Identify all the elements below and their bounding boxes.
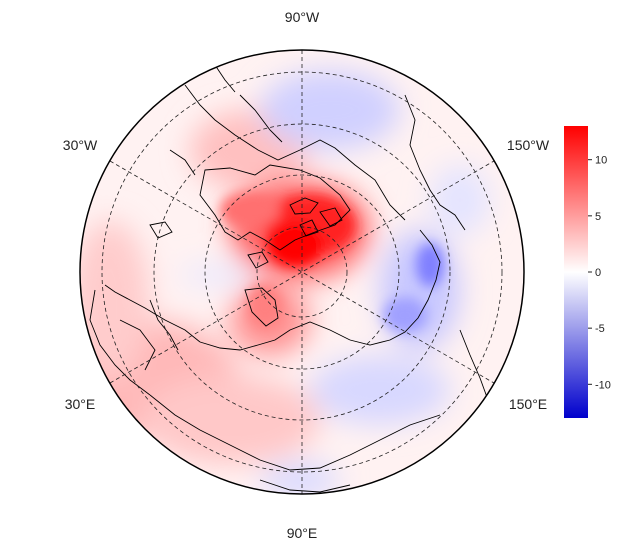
colorbar-gradient	[564, 126, 588, 418]
graticule	[101, 50, 503, 494]
coastlines	[89, 64, 489, 493]
latitude-circle-70	[204, 174, 400, 370]
anomaly-field	[80, 50, 524, 494]
latitude-circle-50	[101, 71, 503, 473]
map-boundary	[79, 49, 525, 495]
north-pacific-cold-region	[310, 355, 450, 425]
colorbar-tick-label: 5	[595, 211, 601, 223]
colorbar: 10 5 0 -5 -10	[564, 126, 611, 418]
latitude-circle-60	[153, 123, 451, 421]
meridian-30e-150w	[109, 160, 495, 384]
greenland-north-warm-region	[220, 192, 280, 228]
siberia-warm-region	[140, 375, 320, 465]
colorbar-ticks: 10 5 0 -5 -10	[588, 155, 611, 391]
alaska-cold-region	[260, 70, 400, 150]
lon-label-90e: 90°E	[287, 525, 318, 541]
meridian-30w-150e	[109, 160, 495, 384]
lon-label-30e: 30°E	[65, 396, 96, 412]
colorbar-tick-label: 0	[595, 267, 601, 279]
colorbar-tick-label: -10	[595, 379, 611, 391]
lon-label-150w: 150°W	[507, 137, 550, 153]
lon-label-90w: 90°W	[285, 9, 320, 25]
lon-label-30w: 30°W	[63, 137, 98, 153]
colorbar-tick-label: 10	[595, 155, 607, 167]
colorbar-tick-label: -5	[595, 323, 605, 335]
lon-label-150e: 150°E	[509, 396, 547, 412]
